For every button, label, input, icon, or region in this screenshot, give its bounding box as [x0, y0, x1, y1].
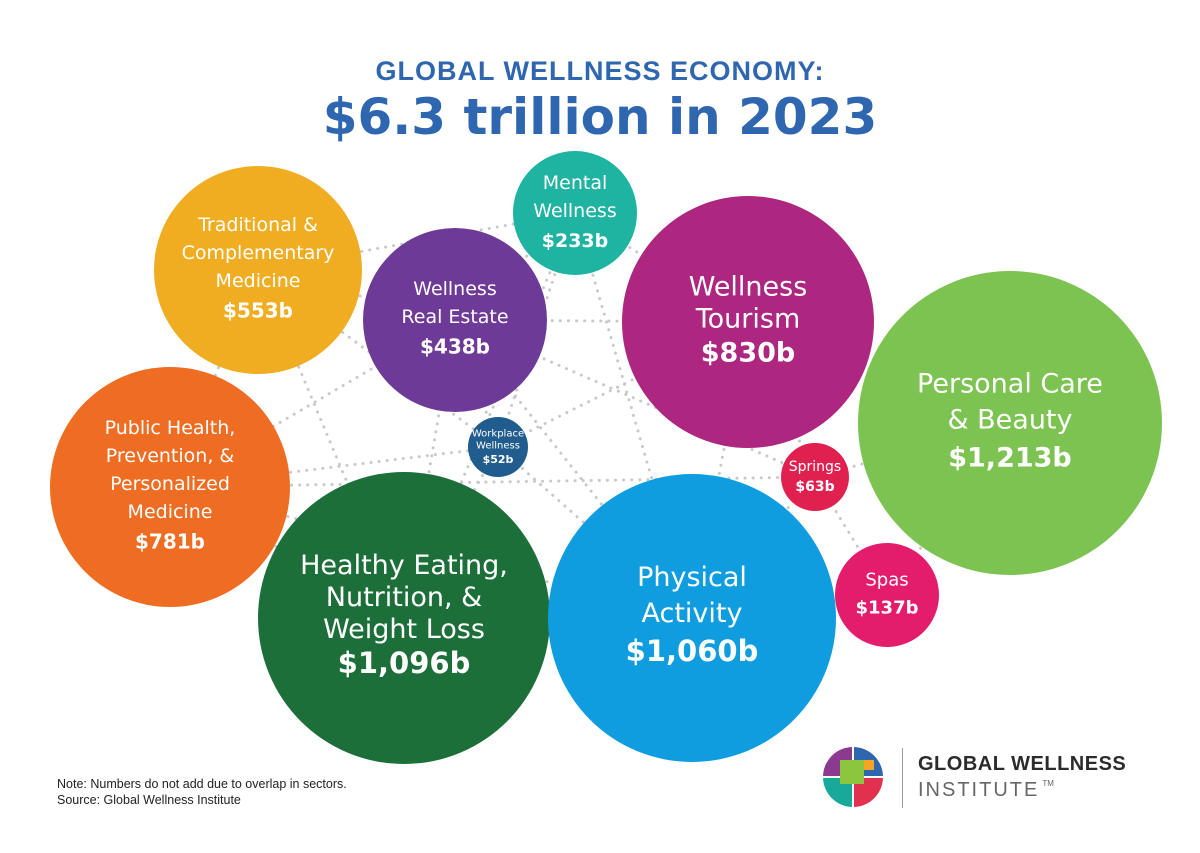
logo-sub-text: INSTITUTE — [918, 779, 1040, 801]
bubble: Wellness Real Estate $438b — [363, 228, 547, 412]
bubble: Healthy Eating,Nutrition, &Weight Loss$1… — [258, 472, 550, 764]
bubble-circle — [858, 271, 1162, 575]
bubble-label: Real Estate — [401, 306, 508, 328]
bubble: Public Health, Prevention, & Personalized M… — [50, 367, 290, 607]
bubble-value: $63b — [795, 479, 834, 495]
bubble-value: $1,096b — [338, 646, 471, 680]
bubble-label: Prevention, & — [106, 445, 235, 467]
connector-line — [168, 445, 500, 489]
bubble-value: $1,213b — [948, 442, 1072, 473]
bubble-label: Public Health, — [105, 417, 236, 439]
bubble-label: Weight Loss — [323, 614, 485, 645]
source-text: Source: Global Wellness Institute — [57, 793, 241, 807]
bubble-label: Wellness — [689, 271, 808, 302]
bubble-label: Tourism — [695, 303, 801, 334]
bubble-value: $438b — [420, 335, 490, 359]
bubble-label: Wellness — [476, 440, 520, 451]
bubble-circle — [154, 166, 362, 374]
bubble-label: Wellness — [413, 278, 496, 300]
bubble-label: Activity — [642, 598, 743, 629]
chart-title: GLOBAL WELLNESS ECONOMY: — [375, 56, 825, 86]
logo-divider — [902, 748, 903, 808]
bubble-value: $233b — [542, 230, 608, 252]
bubbles: Traditional & Complementary Medicine $553b M… — [50, 151, 1162, 764]
bubble-label: Traditional & — [197, 214, 318, 236]
bubble: Personal Care & Beauty $1,213b — [858, 271, 1162, 575]
bubble-label: Mental — [543, 172, 608, 194]
bubble-label: & Beauty — [948, 404, 1073, 435]
bubble-label: Workplace — [472, 428, 524, 439]
bubble-label: Personal Care — [917, 368, 1103, 399]
bubble-circle — [548, 474, 836, 762]
chart-subtitle: $6.3 trillion in 2023 — [322, 88, 878, 146]
logo-sub: INSTITUTE TM — [918, 779, 1054, 802]
bubble-circle — [363, 228, 547, 412]
logo-name: GLOBAL WELLNESS — [918, 753, 1127, 775]
bubble-label: Nutrition, & — [326, 582, 482, 613]
bubble-label: Medicine — [216, 270, 301, 292]
bubble-circle — [258, 472, 550, 764]
bubble: Spas $137b — [835, 543, 939, 647]
bubble-label: Spas — [865, 570, 908, 591]
bubble-value: $1,060b — [626, 634, 759, 668]
bubble-circle — [513, 151, 637, 275]
note-text: Note: Numbers do not add due to overlap … — [57, 777, 347, 791]
bubble-value: $137b — [856, 598, 919, 619]
footnote: Note: Numbers do not add due to overlap … — [57, 776, 347, 808]
bubble-label: Healthy Eating, — [300, 550, 508, 581]
bubble: Mental Wellness $233b — [513, 151, 637, 275]
bubble: Springs $63b — [781, 443, 849, 511]
gwi-logo-icon — [823, 747, 883, 807]
bubble-value: $830b — [701, 337, 795, 368]
gwi-logo: GLOBAL WELLNESS INSTITUTE TM — [822, 746, 1162, 812]
bubble-label: Physical — [637, 562, 747, 593]
bubble-circle — [835, 543, 939, 647]
bubble-value: $781b — [135, 530, 205, 554]
bubble: Traditional & Complementary Medicine $553b — [154, 166, 362, 374]
connector-line — [168, 475, 817, 489]
bubble: Physical Activity $1,060b — [548, 474, 836, 762]
bubble-label: Springs — [789, 459, 841, 475]
bubble-circle — [468, 417, 528, 477]
bubble-label: Wellness — [533, 200, 616, 222]
bubble-circle — [781, 443, 849, 511]
bubble-label: Personalized — [110, 473, 230, 495]
bubble-value: $553b — [223, 299, 293, 323]
bubble-circle — [50, 367, 290, 607]
bubble-circle — [622, 196, 874, 448]
connector-line — [573, 211, 694, 620]
logo-tm: TM — [1042, 779, 1054, 788]
connector-line — [402, 211, 577, 620]
bubble-label: Complementary — [182, 242, 335, 264]
bubble-label: Medicine — [128, 501, 213, 523]
bubble-value: $52b — [483, 453, 514, 466]
